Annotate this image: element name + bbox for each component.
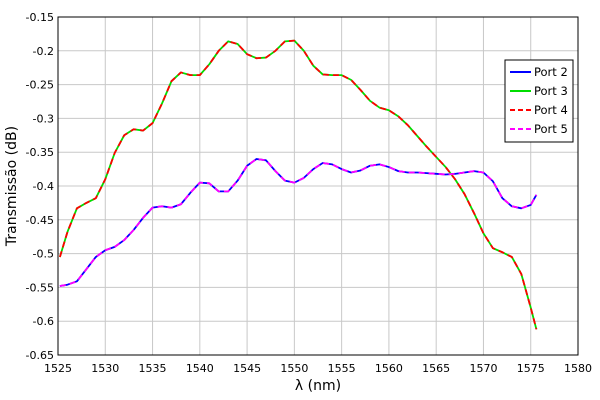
y-tick-label: -0.45 xyxy=(26,214,54,227)
y-tick-label: -0.35 xyxy=(26,146,54,159)
plot-frame xyxy=(57,16,579,356)
legend-box xyxy=(504,59,574,143)
x-tick-label: 1580 xyxy=(564,362,592,375)
x-tick-label: 1525 xyxy=(44,362,72,375)
series-line-port-3 xyxy=(59,39,538,330)
series-line-port-4 xyxy=(59,39,538,330)
y-tick-label: -0.15 xyxy=(26,11,54,24)
series-line-port-5 xyxy=(59,158,538,287)
y-tick-label: -0.6 xyxy=(33,315,54,328)
x-tick-label: 1570 xyxy=(469,362,497,375)
y-tick-label: -0.55 xyxy=(26,281,54,294)
y-tick-label: -0.2 xyxy=(33,45,54,58)
legend-label: Port 5 xyxy=(534,122,568,136)
x-tick-label: 1550 xyxy=(280,362,308,375)
y-tick-label: -0.3 xyxy=(33,112,54,125)
legend: Port 2 Port 3 Port 4 Port 5 xyxy=(504,59,574,143)
y-tick-label: -0.4 xyxy=(33,180,54,193)
x-tick-label: 1560 xyxy=(375,362,403,375)
series-line-port-2 xyxy=(59,158,538,287)
x-axis-ticks: 1525 1530 1535 1540 1545 1550 1555 1560 1565 1570… xyxy=(44,362,592,375)
x-tick-label: 1555 xyxy=(328,362,356,375)
x-tick-label: 1565 xyxy=(422,362,450,375)
y-axis-label: Transmissão (dB) xyxy=(4,126,20,247)
y-axis-ticks: -0.15 -0.2 -0.25 -0.3 -0.35 -0.4 -0.45 -0.5 -0.5… xyxy=(26,11,54,362)
series-lines xyxy=(59,39,538,330)
x-tick-label: 1540 xyxy=(186,362,214,375)
x-axis-label: λ (nm) xyxy=(295,378,341,394)
x-tick-label: 1530 xyxy=(91,362,119,375)
x-tick-label: 1575 xyxy=(517,362,545,375)
legend-label: Port 2 xyxy=(534,65,568,79)
legend-label: Port 4 xyxy=(534,103,568,117)
y-tick-label: -0.5 xyxy=(33,248,54,261)
x-tick-label: 1545 xyxy=(233,362,261,375)
grid xyxy=(57,16,579,356)
y-tick-label: -0.65 xyxy=(26,349,54,362)
x-tick-label: 1535 xyxy=(139,362,167,375)
legend-label: Port 3 xyxy=(534,84,568,98)
y-tick-label: -0.25 xyxy=(26,79,54,92)
